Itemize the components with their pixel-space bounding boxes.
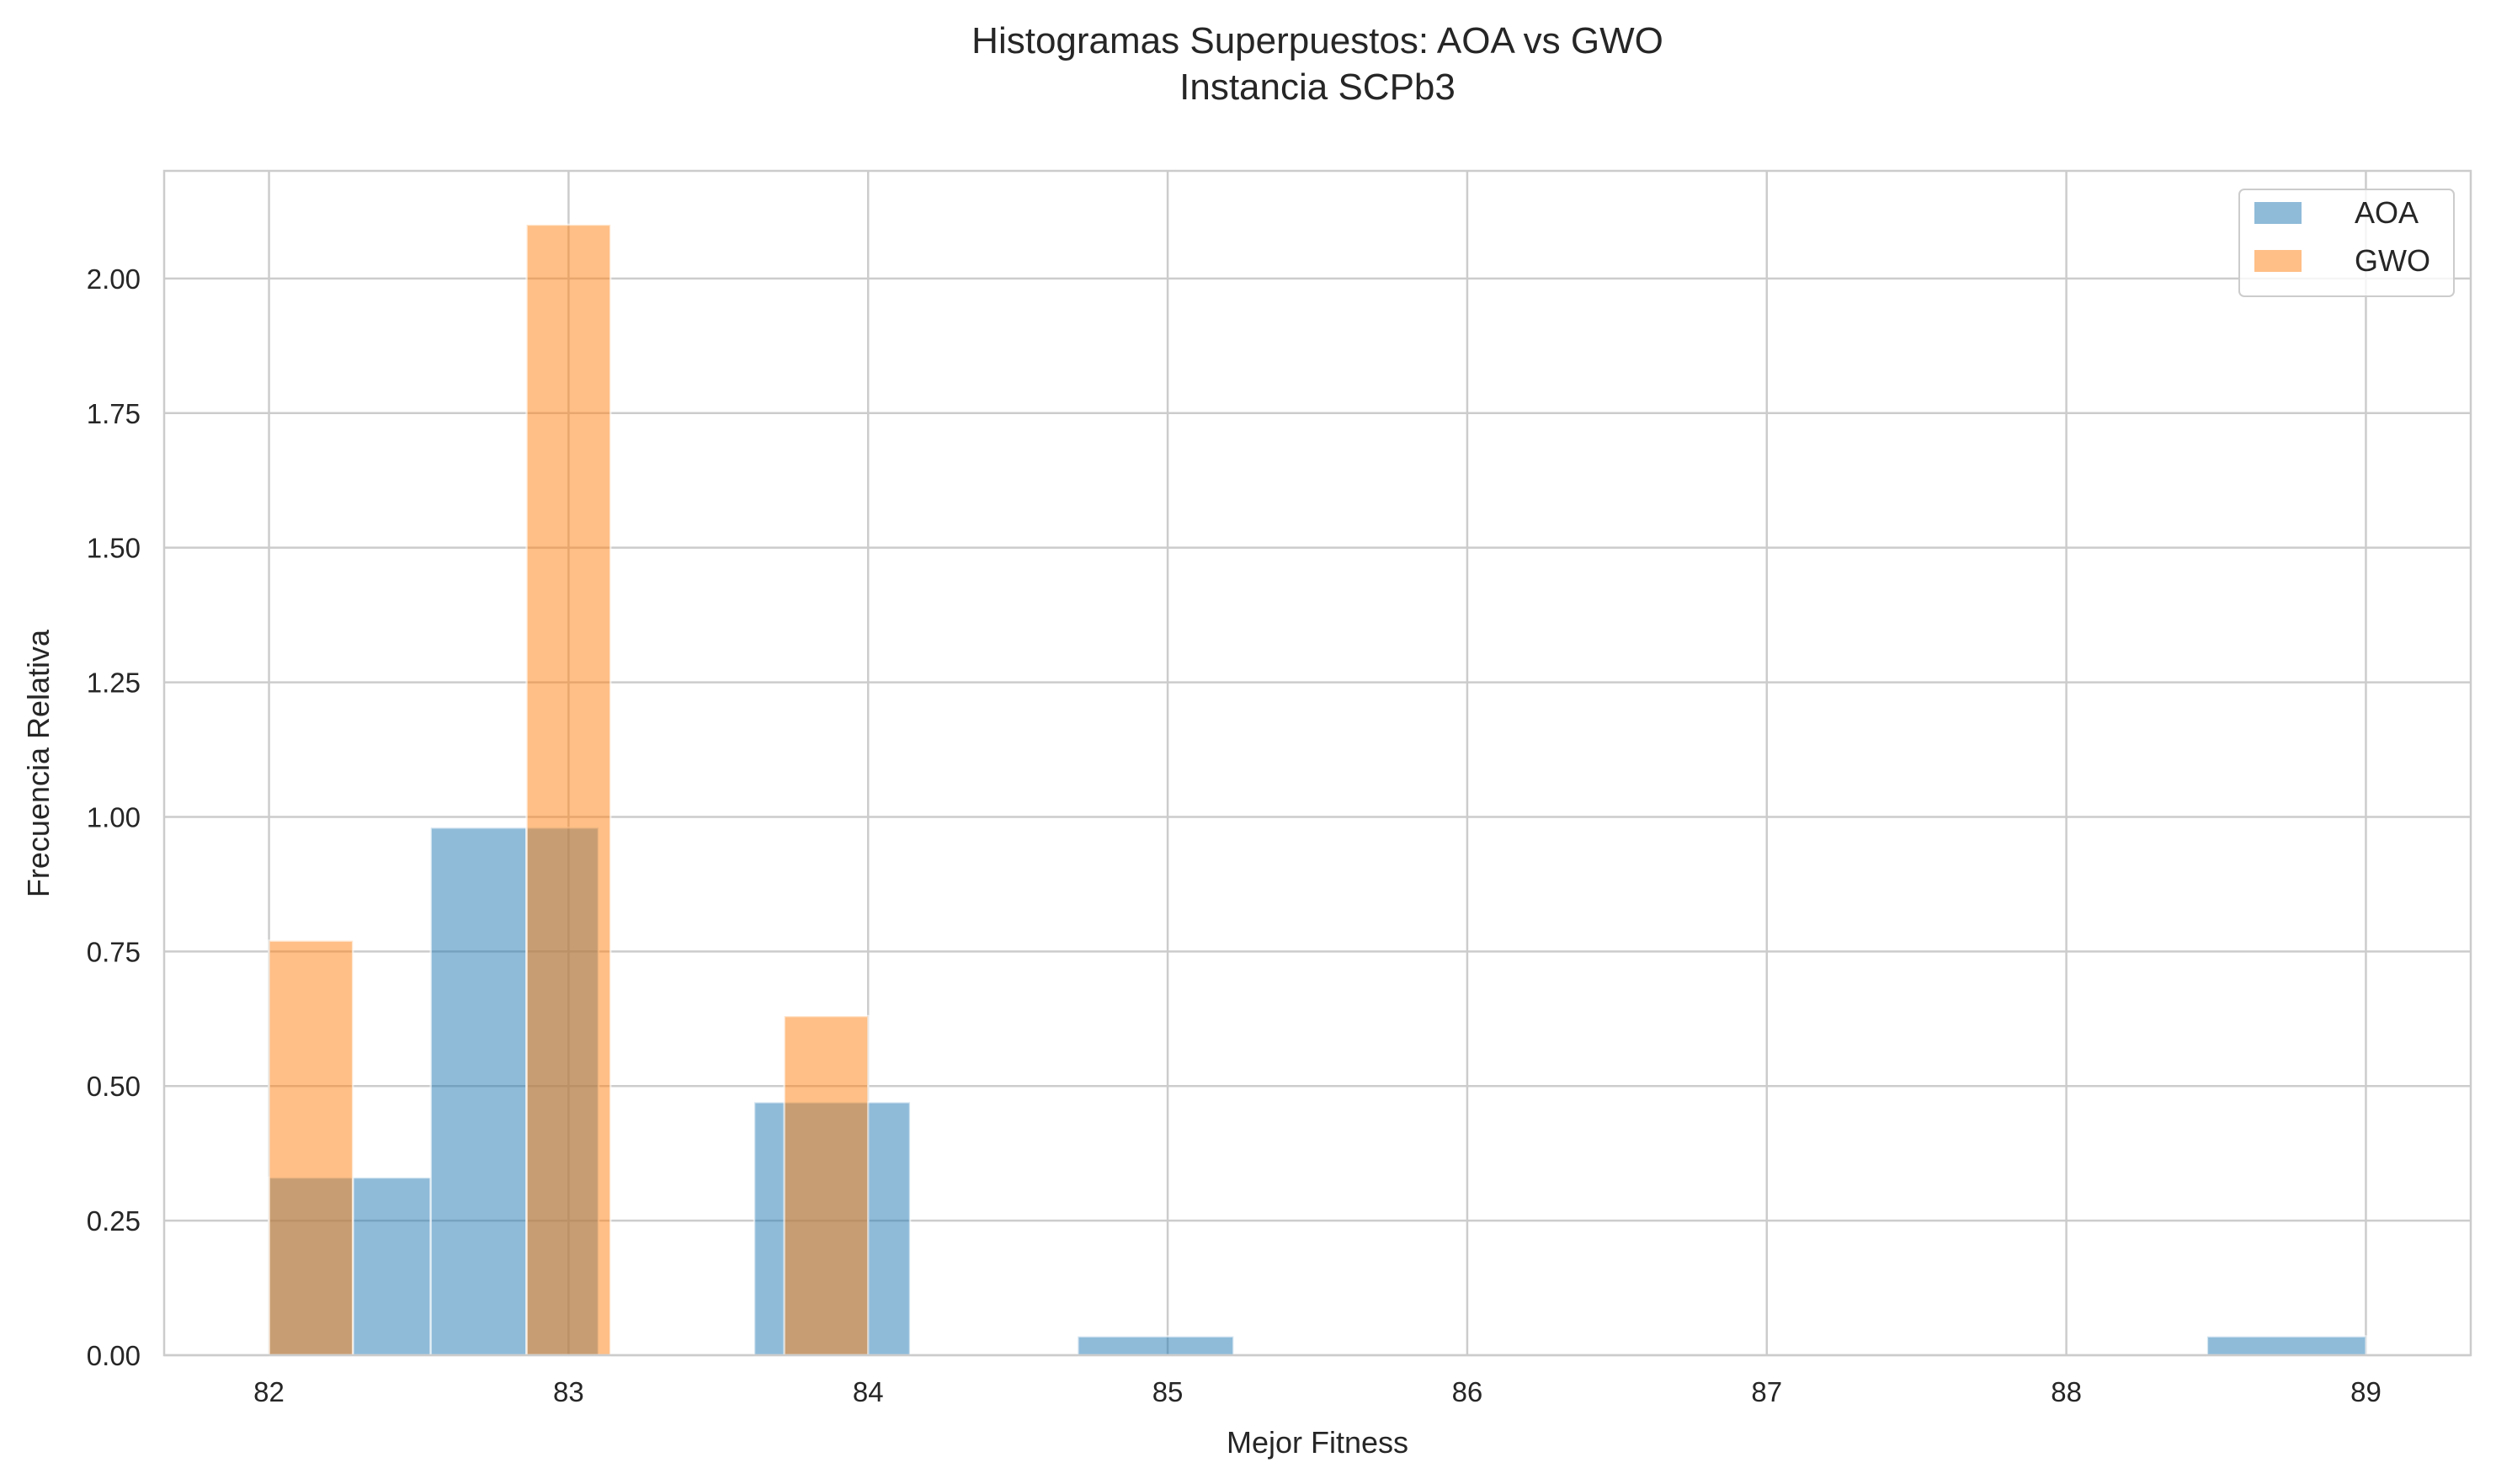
legend-label-gwo: GWO	[2355, 243, 2430, 278]
chart-subtitle: Instancia SCPb3	[1179, 66, 1456, 108]
y-tick-label: 0.75	[87, 936, 141, 967]
y-tick-label: 1.25	[87, 668, 141, 699]
x-tick-label: 84	[853, 1376, 884, 1407]
x-axis-label: Mejor Fitness	[1227, 1425, 1408, 1460]
y-tick-label: 0.25	[87, 1205, 141, 1237]
legend-swatch-aoa	[2254, 202, 2302, 224]
histogram-bar-aoa	[2206, 1335, 2367, 1357]
y-tick-label: 0.00	[87, 1340, 141, 1371]
y-tick-label: 1.50	[87, 533, 141, 564]
x-tick-label: 83	[553, 1376, 584, 1407]
y-tick-label: 0.50	[87, 1071, 141, 1102]
y-tick-label: 1.75	[87, 398, 141, 429]
y-tick-label: 1.00	[87, 801, 141, 832]
legend-swatch-gwo	[2254, 250, 2302, 272]
x-tick-label: 85	[1152, 1376, 1184, 1407]
x-tick-label: 89	[2350, 1376, 2382, 1407]
x-tick-label: 82	[253, 1376, 285, 1407]
x-tick-label: 87	[1751, 1376, 1782, 1407]
histogram-bar-gwo	[783, 1014, 870, 1357]
histogram-bar-gwo	[268, 939, 354, 1357]
chart-title: Histogramas Superpuestos: AOA vs GWO	[971, 20, 1663, 61]
bars	[268, 223, 2367, 1357]
legend-label-aoa: AOA	[2355, 195, 2419, 230]
x-tick-label: 86	[1452, 1376, 1483, 1407]
histogram-bar-aoa	[351, 1176, 432, 1357]
histogram-bar-gwo	[525, 223, 612, 1357]
x-tick-label: 88	[2051, 1376, 2082, 1407]
y-tick-label: 2.00	[87, 263, 141, 295]
histogram-bar-aoa	[1077, 1335, 1235, 1357]
y-axis-label: Frecuencia Relativa	[21, 629, 56, 897]
series-gwo	[268, 223, 870, 1357]
tick-labels: 82 83 84 85 86 87 88 89 0.00 0.25 0.50 0.75 1.00 1.25…	[87, 263, 2382, 1407]
histogram-bar-aoa	[429, 826, 528, 1357]
legend: AOA GWO	[2238, 189, 2455, 297]
plot-frame	[162, 169, 2472, 1357]
